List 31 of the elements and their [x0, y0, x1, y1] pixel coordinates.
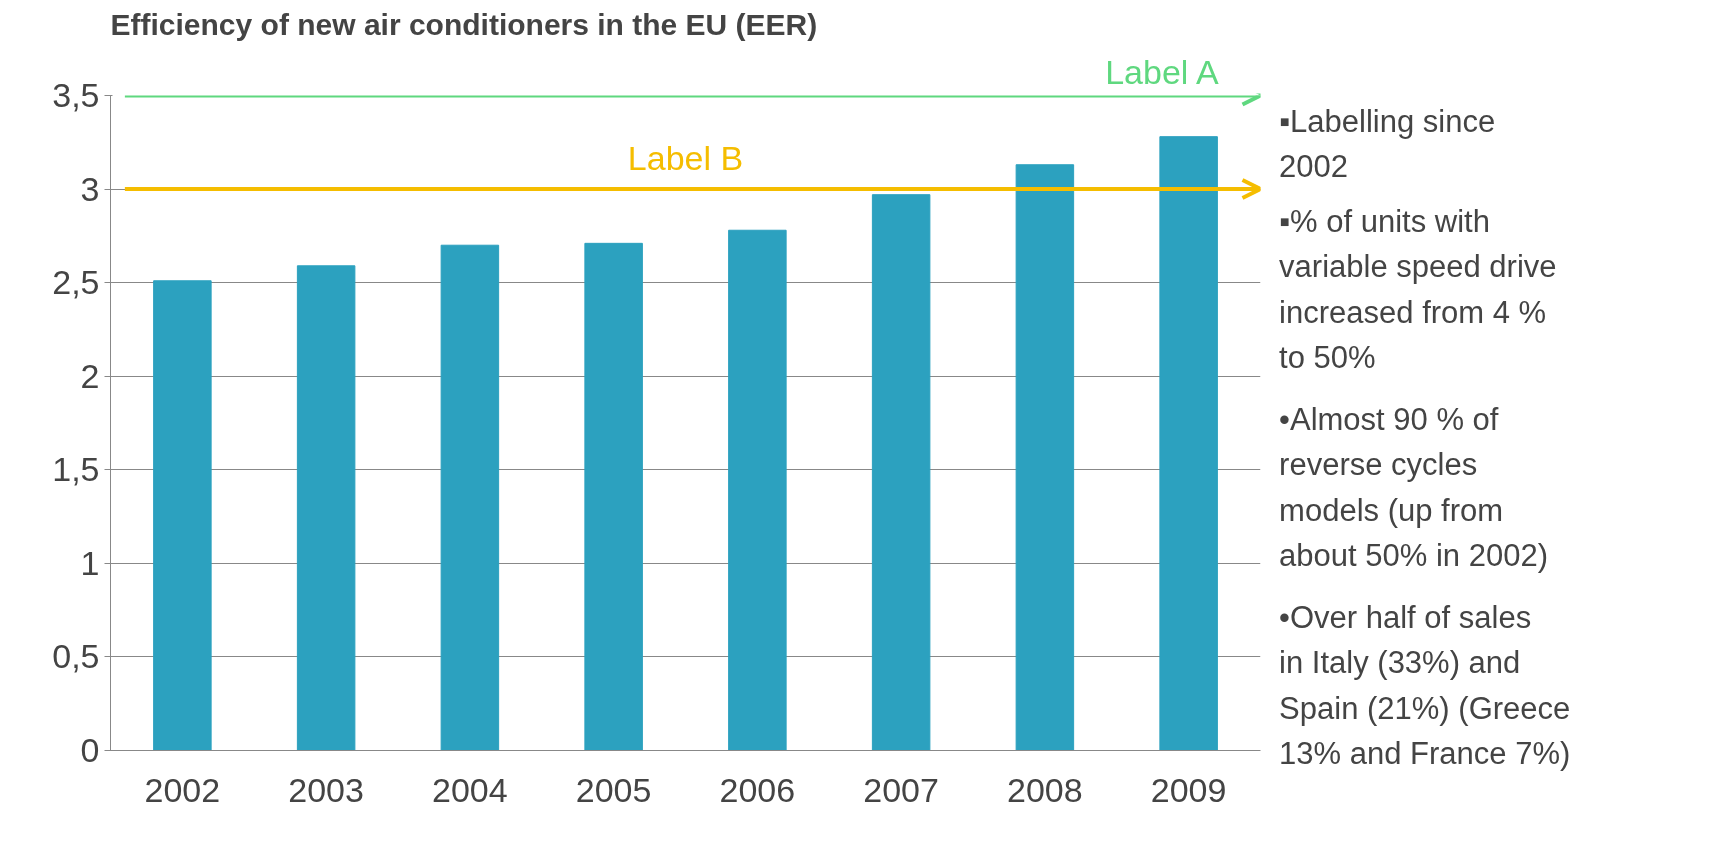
- ref-line-label: Label A: [1105, 52, 1219, 91]
- x-tick-label: 2004: [432, 770, 508, 809]
- x-tick-label: 2009: [1150, 770, 1227, 809]
- x-tick-label: 2008: [1007, 770, 1083, 809]
- x-tick-label: 2006: [719, 770, 796, 809]
- text: ▪Labelling since 2002: [1279, 103, 1496, 184]
- y-tick-label: 1,5: [52, 450, 100, 489]
- bar: [1015, 164, 1075, 751]
- y-tick-label: 3: [80, 169, 100, 208]
- y-tick-label: 2: [80, 356, 100, 395]
- chart-title: Efficiency of new air conditioners in the EU (EER): [110, 7, 818, 41]
- text: ▪% of units with variable speed drive increased from 4 % to 50%: [1279, 203, 1557, 375]
- y-tick-label: 3,5: [52, 76, 100, 114]
- bar: [153, 280, 212, 751]
- bar: [296, 265, 356, 751]
- x-tick-label: 2003: [288, 770, 364, 809]
- text: •Over half of sales in Italy (33%) and Spain (21%) (Greece 13% and France 7%): [1279, 599, 1571, 771]
- x-tick-label: 2002: [144, 770, 221, 809]
- text: •Almost 90 % of reverse cycles models (up from about 50% in 2002): [1279, 401, 1548, 573]
- bar: [728, 229, 787, 751]
- ref-line-label: Label B: [627, 139, 744, 178]
- y-tick-label: 0: [80, 731, 100, 769]
- bar: [440, 244, 500, 751]
- y-tick-label: 2,5: [52, 263, 100, 302]
- y-tick-label: 1: [80, 543, 100, 582]
- y-tick-label: 0,5: [52, 637, 100, 676]
- bar: [1159, 136, 1218, 751]
- x-tick-label: 2005: [575, 770, 652, 809]
- x-tick-label: 2007: [863, 770, 939, 809]
- bar: [871, 194, 931, 751]
- bar: [584, 242, 643, 751]
